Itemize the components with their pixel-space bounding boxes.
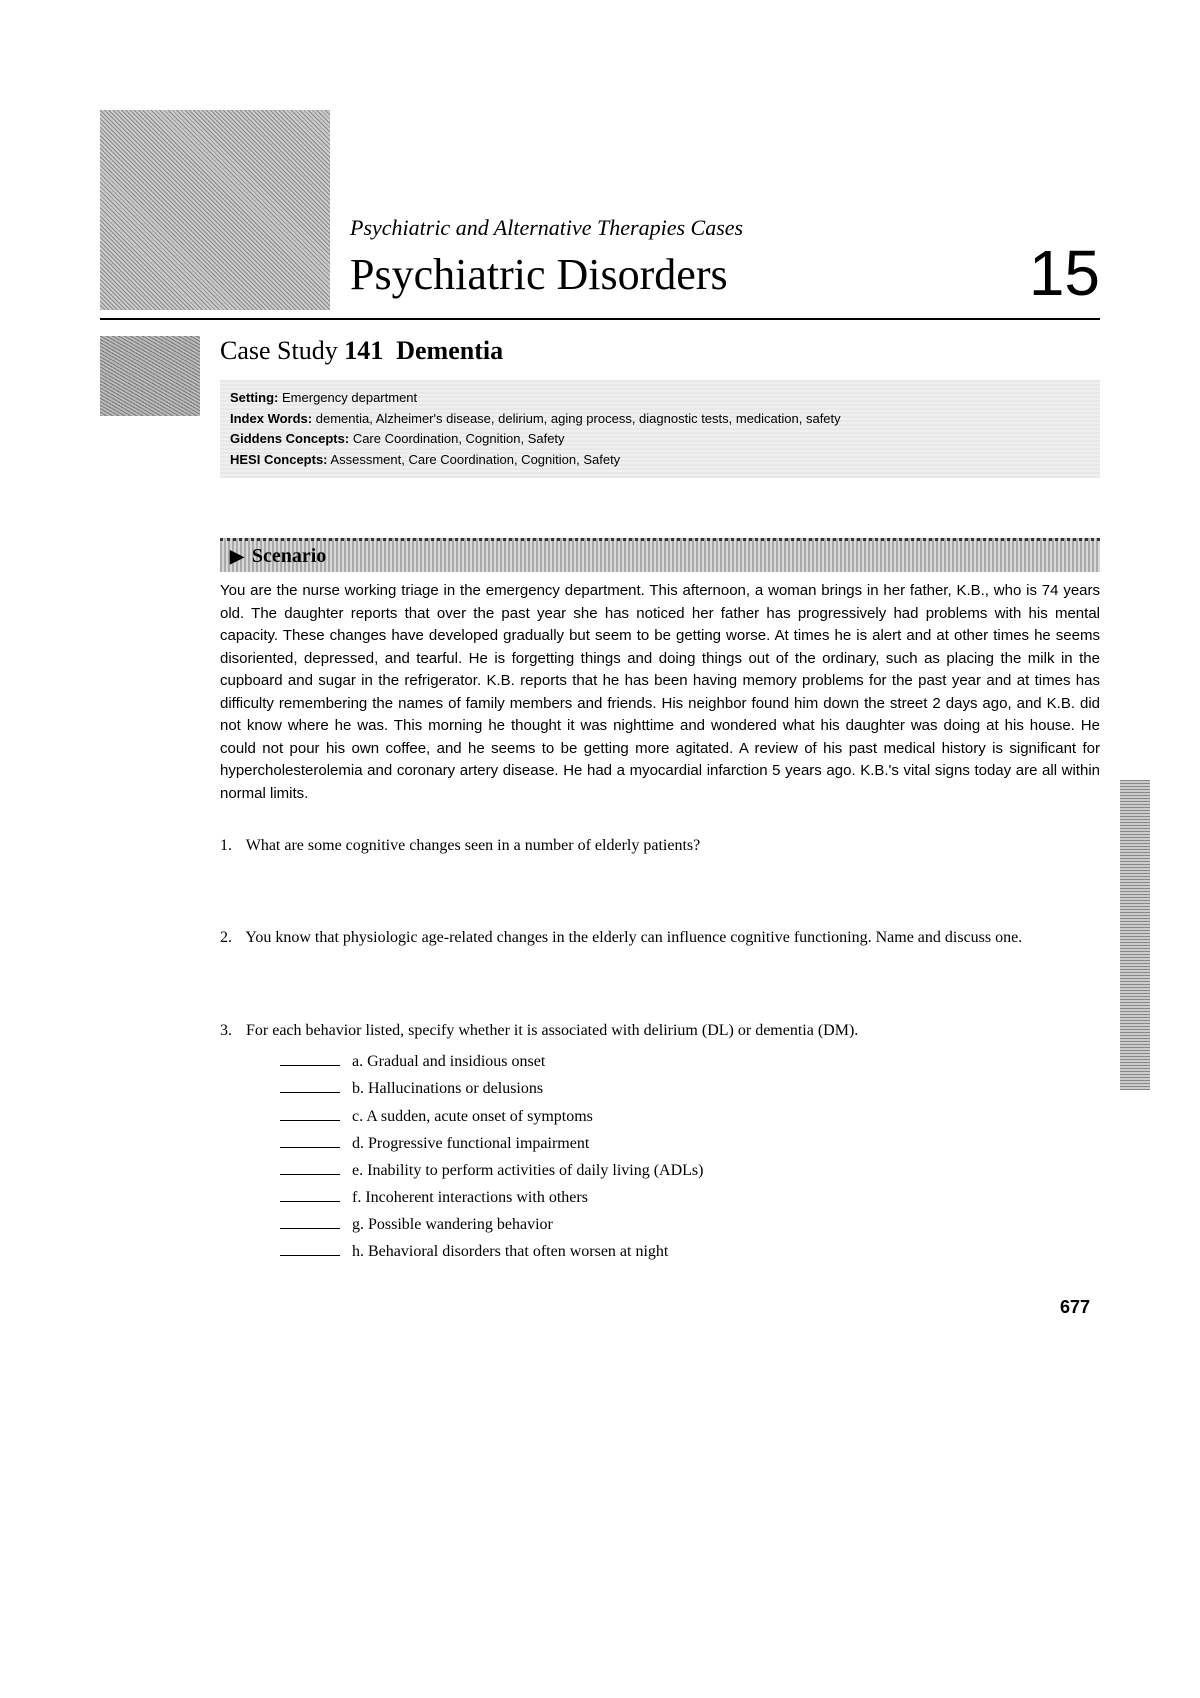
case-study-prefix: Case Study (220, 336, 338, 365)
sub-letter: d. (352, 1135, 364, 1152)
question-1-num: 1. (220, 835, 242, 857)
sub-text: Gradual and insidious onset (367, 1053, 545, 1070)
page-number: 677 (1060, 1297, 1090, 1318)
meta-giddens-value: Care Coordination, Cognition, Safety (353, 431, 565, 446)
sub-letter: f. (352, 1189, 361, 1206)
case-study-title: Dementia (396, 336, 503, 365)
blank-line[interactable] (280, 1228, 340, 1229)
decorative-texture-small (100, 336, 200, 416)
scenario-text: You are the nurse working triage in the … (220, 580, 1100, 805)
meta-setting: Setting: Emergency department (230, 388, 1090, 408)
sub-letter: e. (352, 1162, 363, 1179)
question-2-text: You know that physiologic age-related ch… (245, 929, 1022, 946)
sub-text: Hallucinations or delusions (368, 1080, 543, 1097)
question-3-sublist: a. Gradual and insidious onset b. Halluc… (280, 1048, 1100, 1266)
scenario-marker-icon: ▶ (230, 546, 244, 567)
sub-letter: b. (352, 1080, 364, 1097)
meta-index-label: Index Words: (230, 411, 312, 426)
blank-line[interactable] (280, 1065, 340, 1066)
meta-box: Setting: Emergency department Index Word… (220, 380, 1100, 478)
blank-line[interactable] (280, 1120, 340, 1121)
blank-line[interactable] (280, 1147, 340, 1148)
title-area: Psychiatric and Alternative Therapies Ca… (350, 215, 1100, 310)
sub-text: Inability to perform activities of daily… (367, 1162, 703, 1179)
meta-giddens: Giddens Concepts: Care Coordination, Cog… (230, 429, 1090, 449)
question-3-num: 3. (220, 1020, 242, 1042)
meta-hesi-value: Assessment, Care Coordination, Cognition… (330, 452, 620, 467)
sub-item-f: f. Incoherent interactions with others (280, 1184, 1100, 1211)
question-1: 1. What are some cognitive changes seen … (220, 835, 1100, 857)
main-content: ▶ Scenario You are the nurse working tri… (220, 538, 1100, 1266)
question-3: 3. For each behavior listed, specify whe… (220, 1020, 1100, 1266)
case-study-content: Case Study 141 Dementia Setting: Emergen… (220, 336, 1100, 478)
meta-index-value: dementia, Alzheimer's disease, delirium,… (316, 411, 841, 426)
sub-text: Progressive functional impairment (368, 1135, 589, 1152)
part-label: Psychiatric and Alternative Therapies Ca… (350, 215, 1100, 241)
meta-giddens-label: Giddens Concepts: (230, 431, 349, 446)
blank-line[interactable] (280, 1255, 340, 1256)
sub-item-c: c. A sudden, acute onset of symptoms (280, 1103, 1100, 1130)
meta-setting-label: Setting: (230, 390, 278, 405)
sub-item-d: d. Progressive functional impairment (280, 1130, 1100, 1157)
sub-item-a: a. Gradual and insidious onset (280, 1048, 1100, 1075)
sub-text: Possible wandering behavior (368, 1216, 553, 1233)
sub-item-g: g. Possible wandering behavior (280, 1211, 1100, 1238)
sub-letter: g. (352, 1216, 364, 1233)
sub-item-h: h. Behavioral disorders that often worse… (280, 1238, 1100, 1265)
meta-hesi-label: HESI Concepts: (230, 452, 328, 467)
sub-letter: c. (352, 1108, 363, 1125)
decorative-texture-main (100, 110, 330, 310)
sub-text: A sudden, acute onset of symptoms (366, 1108, 593, 1125)
meta-hesi: HESI Concepts: Assessment, Care Coordina… (230, 450, 1090, 470)
sub-text: Behavioral disorders that often worsen a… (368, 1243, 668, 1260)
question-3-text: For each behavior listed, specify whethe… (246, 1022, 858, 1039)
meta-setting-value: Emergency department (282, 390, 417, 405)
sub-item-e: e. Inability to perform activities of da… (280, 1157, 1100, 1184)
chapter-header: Psychiatric and Alternative Therapies Ca… (100, 110, 1100, 320)
sub-item-b: b. Hallucinations or delusions (280, 1075, 1100, 1102)
chapter-number: 15 (1029, 236, 1100, 310)
blank-line[interactable] (280, 1201, 340, 1202)
question-2-num: 2. (220, 927, 242, 949)
case-study-header: Case Study 141 Dementia (220, 336, 1100, 366)
scenario-header: ▶ Scenario (220, 538, 1100, 572)
sub-letter: h. (352, 1243, 364, 1260)
scenario-heading: Scenario (252, 545, 326, 568)
case-study-row: Case Study 141 Dementia Setting: Emergen… (100, 336, 1100, 478)
sub-letter: a. (352, 1053, 363, 1070)
blank-line[interactable] (280, 1174, 340, 1175)
sub-text: Incoherent interactions with others (365, 1189, 588, 1206)
question-2: 2. You know that physiologic age-related… (220, 927, 1100, 949)
blank-line[interactable] (280, 1092, 340, 1093)
question-1-text: What are some cognitive changes seen in … (246, 837, 701, 854)
case-study-number: 141 (344, 336, 383, 365)
decorative-texture-right (1120, 780, 1150, 1090)
meta-index: Index Words: dementia, Alzheimer's disea… (230, 409, 1090, 429)
chapter-title: Psychiatric Disorders (350, 249, 1100, 300)
